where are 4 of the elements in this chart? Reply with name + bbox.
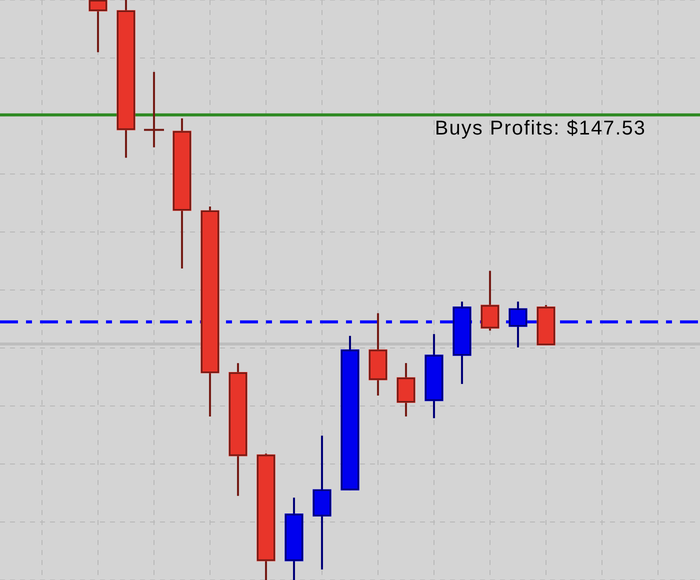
annotation: Buys Profits: $147.53: [434, 117, 646, 140]
candlestick: [480, 270, 500, 332]
candlestick: [508, 300, 528, 348]
candlestick: [88, 0, 108, 54]
